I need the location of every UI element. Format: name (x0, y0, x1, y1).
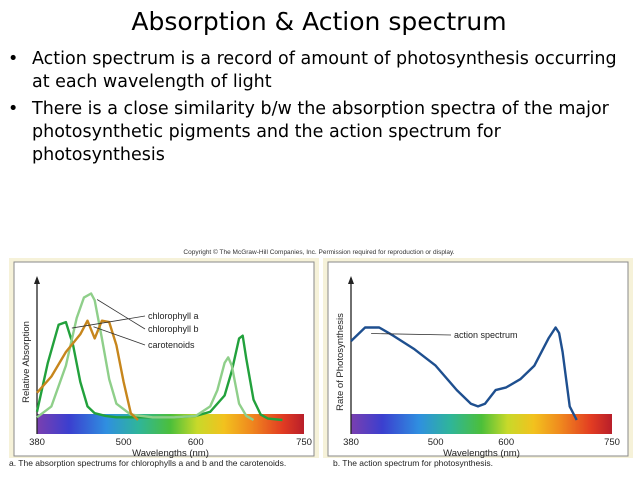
slide-title: Absorption & Action spectrum (131, 7, 507, 36)
series-annotation: carotenoids (148, 340, 195, 350)
annotation-leader-line (71, 315, 146, 329)
x-tick-label: 750 (604, 437, 620, 448)
spectrum-band (351, 414, 612, 434)
series-line-action-spectrum (350, 326, 578, 421)
bullet-item: • There is a close similarity b/w the ab… (8, 98, 633, 167)
absorption-chart: Relative Absorption 380 500 600 750 Wavelengt… (21, 276, 312, 459)
x-axis-label: Wavelengths (nm) (443, 448, 520, 459)
caption-a: a. The absorption spectrums for chloroph… (9, 458, 287, 468)
x-tick-label: 500 (116, 437, 132, 448)
bullet-dot: • (8, 99, 19, 119)
bullet-item: • Action spectrum is a record of amount … (8, 48, 633, 94)
annotation-leader-line (371, 333, 452, 336)
y-axis-label: Rate of Photosynthesis (335, 313, 346, 411)
spectrum-band (37, 414, 304, 434)
series-annotation: action spectrum (454, 330, 518, 340)
y-axis-arrow (34, 276, 40, 284)
series-line-chlorophyll-b (36, 292, 255, 422)
x-tick-label: 500 (428, 437, 444, 448)
caption-b: b. The action spectrum for photosynthesi… (333, 458, 494, 468)
annotation-leader-line (96, 299, 146, 330)
x-tick-label: 600 (188, 437, 204, 448)
annotation-leader-line (93, 326, 146, 346)
bullet-dot: • (8, 49, 19, 69)
bullet-list: • Action spectrum is a record of amount … (8, 48, 633, 171)
x-tick-label: 600 (498, 437, 514, 448)
x-tick-label: 750 (296, 437, 312, 448)
x-tick-label: 380 (343, 437, 359, 448)
series-line-carotenoids (36, 319, 139, 421)
copyright-notice: Copyright © The McGraw-Hill Companies, I… (183, 249, 455, 256)
x-axis-label: Wavelengths (nm) (132, 448, 209, 459)
x-tick-label: 380 (29, 437, 45, 448)
y-axis-arrow (348, 276, 354, 284)
series-annotation: chlorophyll b (148, 324, 199, 334)
action-spectrum-chart: Rate of Photosynthesis 380 500 600 750 Wavele… (335, 276, 620, 459)
series-annotation: chlorophyll a (148, 311, 199, 321)
y-axis-label: Relative Absorption (21, 321, 32, 403)
bullet-text: Action spectrum is a record of amount of… (32, 49, 617, 92)
bullet-text: There is a close similarity b/w the abso… (32, 99, 609, 165)
